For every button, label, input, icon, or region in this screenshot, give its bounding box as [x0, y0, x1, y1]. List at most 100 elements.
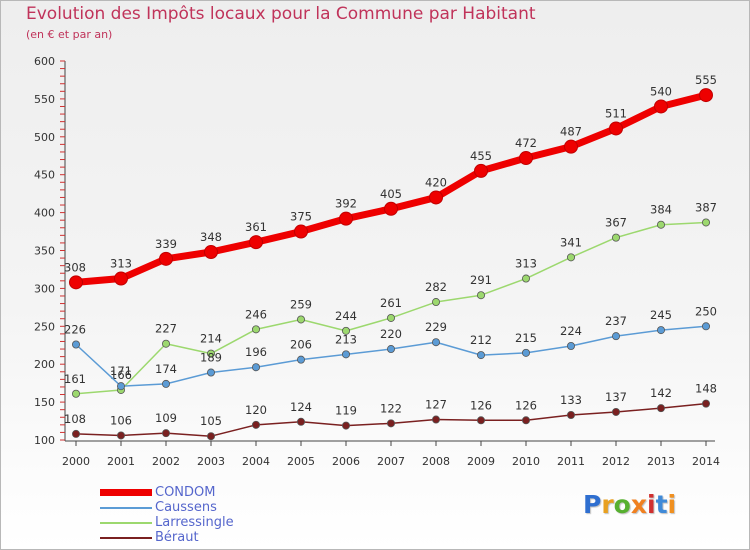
data-point-condom-2011 — [564, 139, 578, 154]
data-point-caussens-2002 — [161, 379, 170, 388]
data-label-condom-2004: 361 — [245, 220, 267, 234]
data-point-caussens-2001 — [117, 382, 126, 391]
data-point-condom-2010 — [519, 151, 533, 166]
data-point-beraut-2010 — [522, 416, 531, 425]
data-label-larressingle-2011: 341 — [560, 235, 582, 249]
data-point-beraut-2005 — [296, 417, 305, 426]
data-point-larressingle-2007 — [386, 313, 395, 322]
data-label-condom-2011: 487 — [560, 125, 582, 139]
chart-title: Evolution des Impôts locaux pour la Comm… — [26, 4, 536, 24]
y-tick-label-100: 100 — [34, 434, 55, 447]
data-point-caussens-2011 — [567, 342, 576, 351]
data-point-condom-2003 — [204, 245, 218, 260]
data-label-condom-2008: 420 — [425, 175, 447, 189]
legend-label-beraut: Béraut — [155, 530, 199, 545]
x-tick-label-2009: 2009 — [467, 455, 495, 468]
y-tick-label-350: 350 — [34, 245, 55, 258]
data-label-caussens-2014: 250 — [695, 304, 717, 318]
proxiti-logo: Proxiti — [583, 490, 677, 519]
data-point-beraut-2003 — [206, 432, 215, 441]
data-label-condom-2005: 375 — [290, 210, 312, 224]
data-point-beraut-2009 — [476, 416, 485, 425]
data-label-caussens-2003: 189 — [200, 351, 222, 365]
data-point-caussens-2009 — [476, 351, 485, 360]
data-point-beraut-2014 — [702, 399, 711, 408]
data-label-caussens-2005: 206 — [290, 338, 312, 352]
data-label-caussens-2012: 237 — [605, 314, 627, 328]
data-point-condom-2005 — [294, 224, 308, 239]
data-point-beraut-2000 — [72, 429, 81, 438]
data-label-beraut-2004: 120 — [245, 403, 267, 417]
data-label-larressingle-2000: 161 — [64, 372, 86, 386]
data-point-condom-2000 — [69, 275, 83, 290]
data-point-condom-2006 — [339, 211, 353, 226]
data-label-beraut-2006: 119 — [335, 404, 357, 418]
x-tick-label-2004: 2004 — [242, 455, 270, 468]
data-point-beraut-2012 — [612, 407, 621, 416]
y-tick-label-200: 200 — [34, 358, 55, 371]
data-label-condom-2000: 308 — [64, 260, 86, 274]
data-label-condom-2003: 348 — [200, 230, 222, 244]
data-label-beraut-2002: 109 — [155, 411, 177, 425]
data-label-beraut-2014: 148 — [695, 382, 717, 396]
x-tick-label-2012: 2012 — [602, 455, 630, 468]
x-tick-label-2001: 2001 — [107, 455, 135, 468]
data-point-larressingle-2008 — [431, 298, 440, 307]
legend-swatch-beraut — [100, 537, 152, 539]
data-point-caussens-2013 — [657, 326, 666, 335]
y-tick-label-550: 550 — [34, 93, 55, 106]
data-label-caussens-2001: 171 — [110, 364, 132, 378]
x-tick-label-2013: 2013 — [647, 455, 675, 468]
y-tick-label-450: 450 — [34, 169, 55, 182]
data-point-beraut-2008 — [431, 415, 440, 424]
legend-label-larressingle: Larressingle — [155, 515, 234, 530]
data-point-caussens-2008 — [431, 338, 440, 347]
data-point-condom-2008 — [429, 190, 443, 205]
data-label-condom-2009: 455 — [470, 149, 492, 163]
data-label-caussens-2002: 174 — [155, 362, 177, 376]
data-label-larressingle-2005: 259 — [290, 297, 312, 311]
x-tick-label-2002: 2002 — [152, 455, 180, 468]
data-point-condom-2014 — [699, 88, 713, 103]
data-point-larressingle-2012 — [612, 233, 621, 242]
data-point-caussens-2005 — [296, 355, 305, 364]
data-point-caussens-2007 — [386, 345, 395, 354]
data-label-beraut-2001: 106 — [110, 413, 132, 427]
data-point-caussens-2000 — [72, 340, 81, 349]
data-point-larressingle-2010 — [522, 274, 531, 283]
data-label-condom-2001: 313 — [110, 257, 132, 271]
data-label-caussens-2004: 196 — [245, 345, 267, 359]
data-label-larressingle-2014: 387 — [695, 200, 717, 214]
data-label-beraut-2011: 133 — [560, 393, 582, 407]
y-tick-label-250: 250 — [34, 320, 55, 333]
data-label-condom-2014: 555 — [695, 73, 717, 87]
data-label-larressingle-2012: 367 — [605, 216, 627, 230]
data-point-condom-2002 — [159, 251, 173, 266]
data-point-larressingle-2013 — [657, 220, 666, 229]
data-point-beraut-2007 — [386, 419, 395, 428]
data-point-condom-2012 — [609, 121, 623, 136]
x-tick-label-2003: 2003 — [197, 455, 225, 468]
x-tick-label-2014: 2014 — [692, 455, 720, 468]
data-label-caussens-2009: 212 — [470, 333, 492, 347]
data-point-beraut-2001 — [117, 431, 126, 440]
data-label-condom-2013: 540 — [650, 84, 672, 98]
data-point-condom-2004 — [249, 235, 263, 250]
data-label-condom-2006: 392 — [335, 197, 357, 211]
data-point-beraut-2006 — [341, 421, 350, 430]
y-tick-label-150: 150 — [34, 396, 55, 409]
y-tick-label-400: 400 — [34, 207, 55, 220]
data-label-beraut-2009: 126 — [470, 398, 492, 412]
x-tick-label-2007: 2007 — [377, 455, 405, 468]
legend-label-condom: CONDOM — [155, 485, 216, 500]
data-label-beraut-2013: 142 — [650, 386, 672, 400]
data-point-condom-2001 — [114, 271, 128, 286]
data-point-larressingle-2004 — [251, 325, 260, 334]
data-label-beraut-2000: 108 — [64, 412, 86, 426]
data-label-condom-2012: 511 — [605, 106, 627, 120]
legend-swatch-caussens — [100, 507, 152, 509]
data-point-larressingle-2011 — [567, 253, 576, 262]
data-label-larressingle-2004: 246 — [245, 307, 267, 321]
x-tick-label-2011: 2011 — [557, 455, 585, 468]
